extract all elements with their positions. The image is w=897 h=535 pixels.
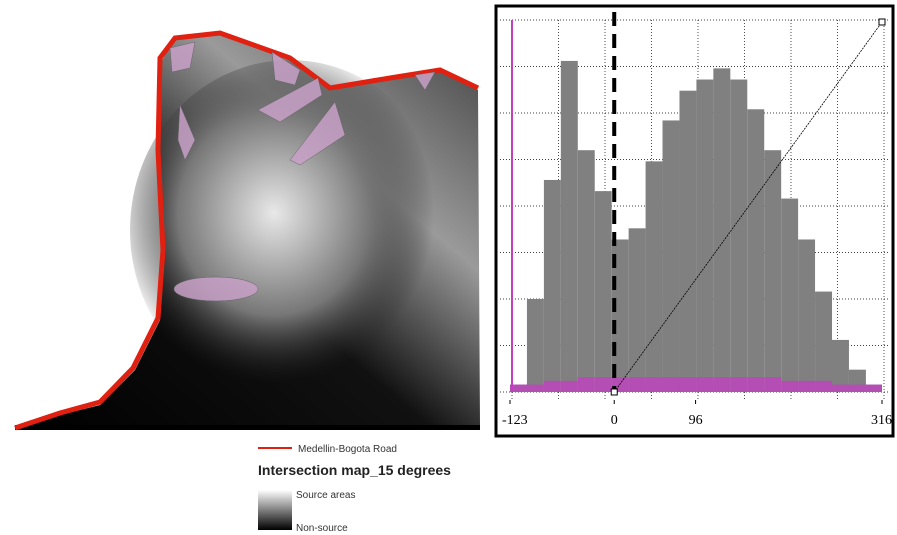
bar bbox=[747, 109, 764, 392]
x-tick-label: 96 bbox=[689, 413, 703, 428]
legend: Medellin-Bogota Road Intersection map_15… bbox=[258, 444, 451, 534]
overlay-bar bbox=[663, 377, 680, 392]
overlay-bar bbox=[781, 381, 798, 392]
overlay-bar bbox=[578, 377, 595, 392]
x-tick-label: 316 bbox=[871, 413, 892, 428]
edge bbox=[15, 425, 480, 430]
x-tick-label: -123 bbox=[502, 413, 528, 428]
overlay-bar bbox=[832, 385, 849, 392]
handle bbox=[611, 389, 617, 395]
bar bbox=[815, 292, 832, 392]
bar bbox=[713, 68, 730, 392]
bar bbox=[696, 80, 713, 392]
bar bbox=[798, 239, 815, 392]
overlay-bar bbox=[679, 377, 696, 392]
handle bbox=[879, 19, 885, 25]
figure: Medellin-Bogota Road Intersection map_15… bbox=[0, 0, 897, 535]
legend-label: Medellin-Bogota Road bbox=[298, 444, 397, 455]
overlay-bar bbox=[713, 377, 730, 392]
overlay-bar bbox=[815, 381, 832, 392]
bar bbox=[832, 340, 849, 392]
overlay-bar bbox=[696, 377, 713, 392]
overlay-bar bbox=[561, 381, 578, 392]
overlay-bar bbox=[527, 385, 544, 392]
legend-title: Intersection map_15 degrees bbox=[258, 462, 451, 478]
bar bbox=[679, 91, 696, 392]
overlay-bar bbox=[798, 381, 815, 392]
x-tick-label: 0 bbox=[611, 413, 618, 428]
histogram: -123 0 96 316 bbox=[496, 6, 893, 436]
bar bbox=[646, 161, 663, 392]
bar bbox=[544, 180, 561, 392]
overlay-bar bbox=[646, 377, 663, 392]
legend-label: Non-source bbox=[296, 523, 348, 534]
overlay-bar bbox=[595, 377, 612, 392]
bar bbox=[527, 299, 544, 392]
overlay-bar bbox=[730, 377, 747, 392]
bar bbox=[629, 228, 646, 392]
bar bbox=[663, 120, 680, 392]
overlay-bar bbox=[747, 377, 764, 392]
overlay-bar bbox=[544, 381, 561, 392]
overlay-bar bbox=[849, 385, 866, 392]
legend-label: Source areas bbox=[296, 490, 355, 501]
overlay-bar bbox=[866, 385, 882, 392]
overlay-bar bbox=[629, 377, 646, 392]
bar bbox=[781, 199, 798, 392]
bar bbox=[578, 150, 595, 392]
source-area bbox=[174, 277, 258, 301]
bar bbox=[595, 191, 612, 392]
map bbox=[15, 33, 480, 430]
bar bbox=[730, 80, 747, 392]
bar bbox=[561, 61, 578, 392]
overlay-bar bbox=[764, 377, 781, 392]
bar bbox=[764, 150, 781, 392]
legend-ramp bbox=[258, 490, 292, 530]
